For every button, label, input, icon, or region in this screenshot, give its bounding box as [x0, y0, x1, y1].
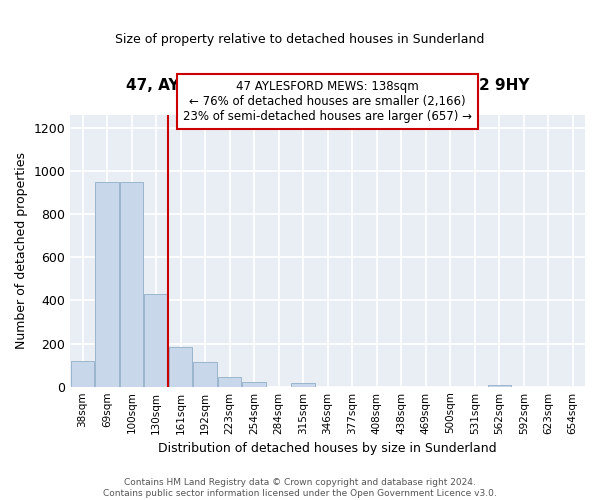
- Text: Contains HM Land Registry data © Crown copyright and database right 2024.
Contai: Contains HM Land Registry data © Crown c…: [103, 478, 497, 498]
- Bar: [488, 384, 511, 386]
- Bar: [218, 376, 241, 386]
- Bar: [169, 347, 192, 387]
- Title: 47, AYLESFORD MEWS, SUNDERLAND, SR2 9HY: 47, AYLESFORD MEWS, SUNDERLAND, SR2 9HY: [126, 78, 529, 93]
- Bar: [193, 362, 217, 386]
- Text: Size of property relative to detached houses in Sunderland: Size of property relative to detached ho…: [115, 32, 485, 46]
- Y-axis label: Number of detached properties: Number of detached properties: [15, 152, 28, 350]
- X-axis label: Distribution of detached houses by size in Sunderland: Distribution of detached houses by size …: [158, 442, 497, 455]
- Bar: [145, 294, 168, 386]
- Bar: [95, 182, 119, 386]
- Bar: [292, 383, 315, 386]
- Text: 47 AYLESFORD MEWS: 138sqm
← 76% of detached houses are smaller (2,166)
23% of se: 47 AYLESFORD MEWS: 138sqm ← 76% of detac…: [183, 80, 472, 122]
- Bar: [242, 382, 266, 386]
- Bar: [120, 182, 143, 386]
- Bar: [71, 361, 94, 386]
